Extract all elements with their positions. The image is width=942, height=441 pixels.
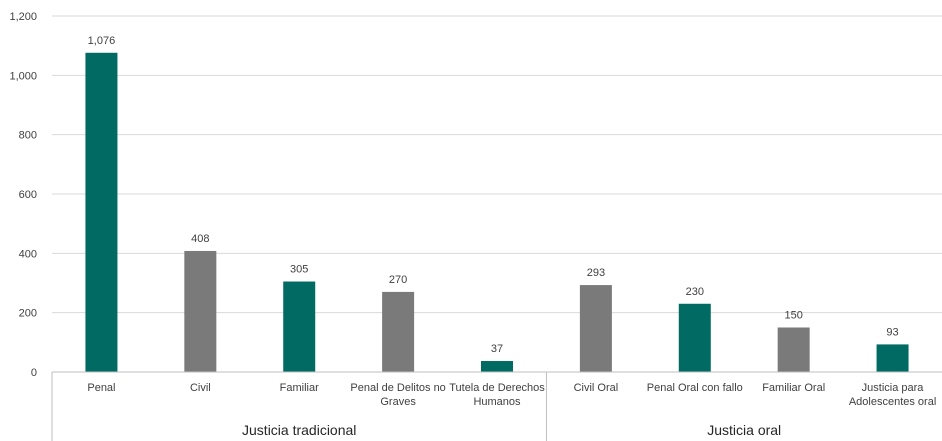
category-label: Penal de Delitos no Graves (350, 382, 445, 408)
y-tick-label: 400 (19, 248, 37, 260)
category-labels: Penal Civil Familiar Penal de Delitos no Gra… (87, 382, 936, 408)
data-label: 1,076 (88, 35, 116, 47)
value-labels: 1,076 408 305 270 37 293 230 150 93 (88, 35, 899, 355)
bar (579, 285, 612, 372)
group-label: Justicia tradicional (242, 422, 356, 438)
data-label: 408 (191, 233, 209, 245)
y-tick-label: 1,000 (9, 70, 37, 82)
bar (481, 361, 513, 372)
y-tick-label: 800 (19, 130, 37, 142)
y-tick-label: 1,200 (9, 11, 37, 23)
data-label: 93 (886, 326, 898, 338)
y-tick-label: 600 (19, 189, 37, 201)
bar (382, 291, 415, 372)
bars (85, 52, 909, 372)
category-label: Civil Oral (574, 382, 619, 394)
bar (184, 250, 217, 372)
category-label: Familiar Oral (762, 382, 825, 394)
category-label: Familiar (280, 382, 319, 394)
x-axis (51, 371, 942, 441)
bar (777, 327, 810, 372)
data-label: 37 (491, 343, 503, 355)
y-tick-label: 200 (19, 308, 37, 320)
data-label: 230 (686, 286, 704, 298)
bar (85, 52, 118, 372)
group-labels: Justicia tradicional Justicia oral (242, 422, 781, 438)
y-axis-ticks: 0 200 400 600 800 1,000 1,200 (9, 11, 37, 379)
bar (283, 281, 316, 372)
data-label: 150 (784, 310, 802, 322)
category-label: Penal (87, 382, 115, 394)
bar (678, 303, 711, 372)
category-label: Civil (190, 382, 211, 394)
group-label: Justicia oral (707, 422, 781, 438)
data-label: 270 (389, 274, 407, 286)
category-label: Tutela de Derechos Humanos (449, 382, 545, 408)
data-label: 293 (587, 267, 605, 279)
category-label: Justicia para Adolescentes oral (849, 382, 936, 408)
bar (876, 344, 909, 372)
data-label: 305 (290, 264, 308, 276)
category-label: Penal Oral con fallo (647, 382, 743, 394)
y-tick-label: 0 (31, 367, 37, 379)
